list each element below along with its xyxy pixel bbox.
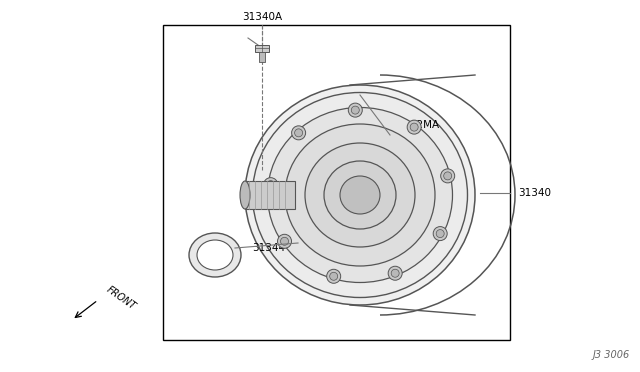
Text: 31340: 31340	[518, 188, 551, 198]
Circle shape	[410, 123, 418, 131]
Ellipse shape	[305, 143, 415, 247]
Circle shape	[407, 120, 421, 134]
Circle shape	[388, 266, 402, 280]
Circle shape	[391, 269, 399, 277]
Bar	[255, 45, 269, 52]
Circle shape	[326, 269, 340, 283]
Circle shape	[441, 169, 454, 183]
Ellipse shape	[285, 124, 435, 266]
Circle shape	[330, 272, 338, 280]
Circle shape	[444, 172, 452, 180]
Circle shape	[351, 106, 359, 114]
Bar	[163, 25, 510, 340]
Circle shape	[348, 103, 362, 117]
Text: 31344: 31344	[252, 243, 285, 253]
Text: 31362MA: 31362MA	[390, 120, 440, 130]
Circle shape	[264, 178, 278, 192]
Circle shape	[294, 129, 303, 137]
Ellipse shape	[189, 233, 241, 277]
Ellipse shape	[268, 108, 452, 282]
Bar	[259, 52, 265, 62]
Circle shape	[436, 230, 444, 238]
Ellipse shape	[253, 93, 467, 298]
Ellipse shape	[324, 161, 396, 229]
Circle shape	[292, 126, 306, 140]
Circle shape	[280, 237, 289, 245]
Circle shape	[278, 234, 291, 248]
Ellipse shape	[340, 176, 380, 214]
Text: FRONT: FRONT	[105, 284, 138, 312]
Text: J3 3006: J3 3006	[593, 350, 630, 360]
Bar	[245, 181, 295, 209]
Ellipse shape	[197, 240, 233, 270]
Ellipse shape	[240, 181, 250, 209]
Text: 31340A: 31340A	[242, 12, 282, 22]
Circle shape	[267, 181, 275, 189]
Ellipse shape	[245, 85, 475, 305]
Circle shape	[433, 227, 447, 241]
